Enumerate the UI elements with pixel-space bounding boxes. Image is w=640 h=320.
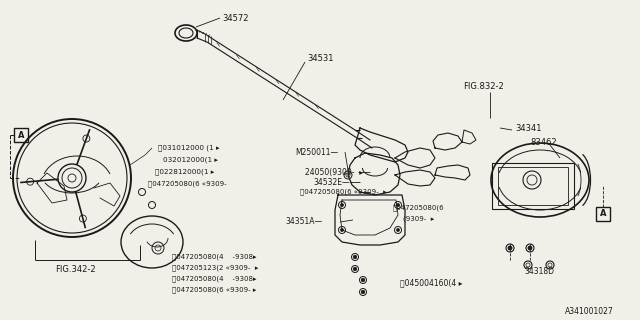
Text: Ⓢ047205123(2 «9309-  ▸: Ⓢ047205123(2 «9309- ▸ xyxy=(172,265,259,271)
Circle shape xyxy=(340,204,344,206)
Text: Ⓢ047205080(4    -9308▸: Ⓢ047205080(4 -9308▸ xyxy=(172,254,257,260)
Circle shape xyxy=(340,228,344,231)
Text: 34341: 34341 xyxy=(515,124,541,132)
Text: Ⓢ047205080(4    -9308▸: Ⓢ047205080(4 -9308▸ xyxy=(172,276,257,282)
Bar xyxy=(596,207,610,221)
Text: 83462: 83462 xyxy=(530,138,557,147)
Text: A: A xyxy=(18,131,24,140)
Text: A341001027: A341001027 xyxy=(565,307,614,316)
Text: 24050(9309-  ▸: 24050(9309- ▸ xyxy=(305,167,363,177)
Bar xyxy=(14,128,28,142)
Text: 34531: 34531 xyxy=(307,53,333,62)
Text: 34572: 34572 xyxy=(222,13,248,22)
Text: Ⓢ045004160(4 ▸: Ⓢ045004160(4 ▸ xyxy=(400,278,463,287)
Circle shape xyxy=(397,204,399,206)
Circle shape xyxy=(528,246,532,250)
Text: 032012000(1 ▸: 032012000(1 ▸ xyxy=(163,157,218,163)
Text: Ⓠ031012000 (1 ▸: Ⓠ031012000 (1 ▸ xyxy=(158,145,220,151)
Text: FIG.342-2: FIG.342-2 xyxy=(55,266,95,275)
Circle shape xyxy=(397,228,399,231)
Circle shape xyxy=(508,246,512,250)
Circle shape xyxy=(353,267,357,271)
Circle shape xyxy=(361,278,365,282)
Text: M250011—: M250011— xyxy=(295,148,338,156)
Text: 34351A—: 34351A— xyxy=(285,218,322,227)
Bar xyxy=(492,163,574,209)
Text: Ⓢ047205080(6 «9309-  ▸: Ⓢ047205080(6 «9309- ▸ xyxy=(300,189,387,195)
Text: 34532E—: 34532E— xyxy=(313,178,349,187)
Text: Ⓢ047205080(6 «9309- ▸: Ⓢ047205080(6 «9309- ▸ xyxy=(172,287,257,293)
Text: A: A xyxy=(600,210,606,219)
Text: Ⓢ047205080(6: Ⓢ047205080(6 xyxy=(393,205,445,211)
Text: Ⓢ047205080(6 «9309-: Ⓢ047205080(6 «9309- xyxy=(148,181,227,187)
Bar xyxy=(498,167,568,205)
Text: FIG.832-2: FIG.832-2 xyxy=(463,82,504,91)
Text: 34318D: 34318D xyxy=(524,267,554,276)
Text: (9309-  ▸: (9309- ▸ xyxy=(403,216,435,222)
Text: Ⓝ022812000(1 ▸: Ⓝ022812000(1 ▸ xyxy=(155,169,214,175)
Circle shape xyxy=(361,290,365,294)
Circle shape xyxy=(353,255,357,259)
